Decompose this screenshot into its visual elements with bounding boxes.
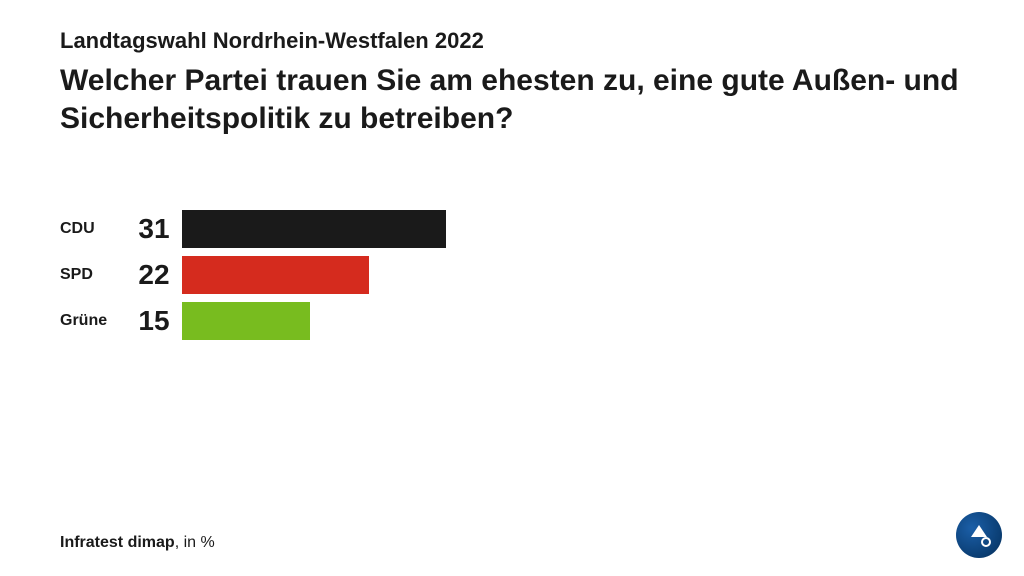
bar-container [182, 302, 964, 340]
value-label: 15 [126, 305, 182, 337]
party-label: CDU [60, 220, 126, 238]
value-label: 22 [126, 259, 182, 291]
bar-row: CDU31 [60, 207, 964, 251]
logo-triangle-icon [971, 525, 987, 537]
party-label: Grüne [60, 312, 126, 330]
footer-source: Infratest dimap, in % [60, 534, 215, 552]
broadcaster-logo [956, 512, 1002, 558]
bar [182, 256, 369, 294]
party-label: SPD [60, 266, 126, 284]
value-label: 31 [126, 213, 182, 245]
logo-circle-icon [981, 537, 991, 547]
bar-chart: CDU31SPD22Grüne15 [60, 207, 964, 343]
footer-source-name: Infratest dimap [60, 534, 175, 551]
bar [182, 210, 446, 248]
bar-row: SPD22 [60, 253, 964, 297]
footer-source-unit: , in % [175, 534, 215, 551]
subtitle: Landtagswahl Nordrhein-Westfalen 2022 [60, 28, 964, 54]
page-title: Welcher Partei trauen Sie am ehesten zu,… [60, 62, 964, 137]
bar-container [182, 256, 964, 294]
bar-container [182, 210, 964, 248]
bar-row: Grüne15 [60, 299, 964, 343]
bar [182, 302, 310, 340]
